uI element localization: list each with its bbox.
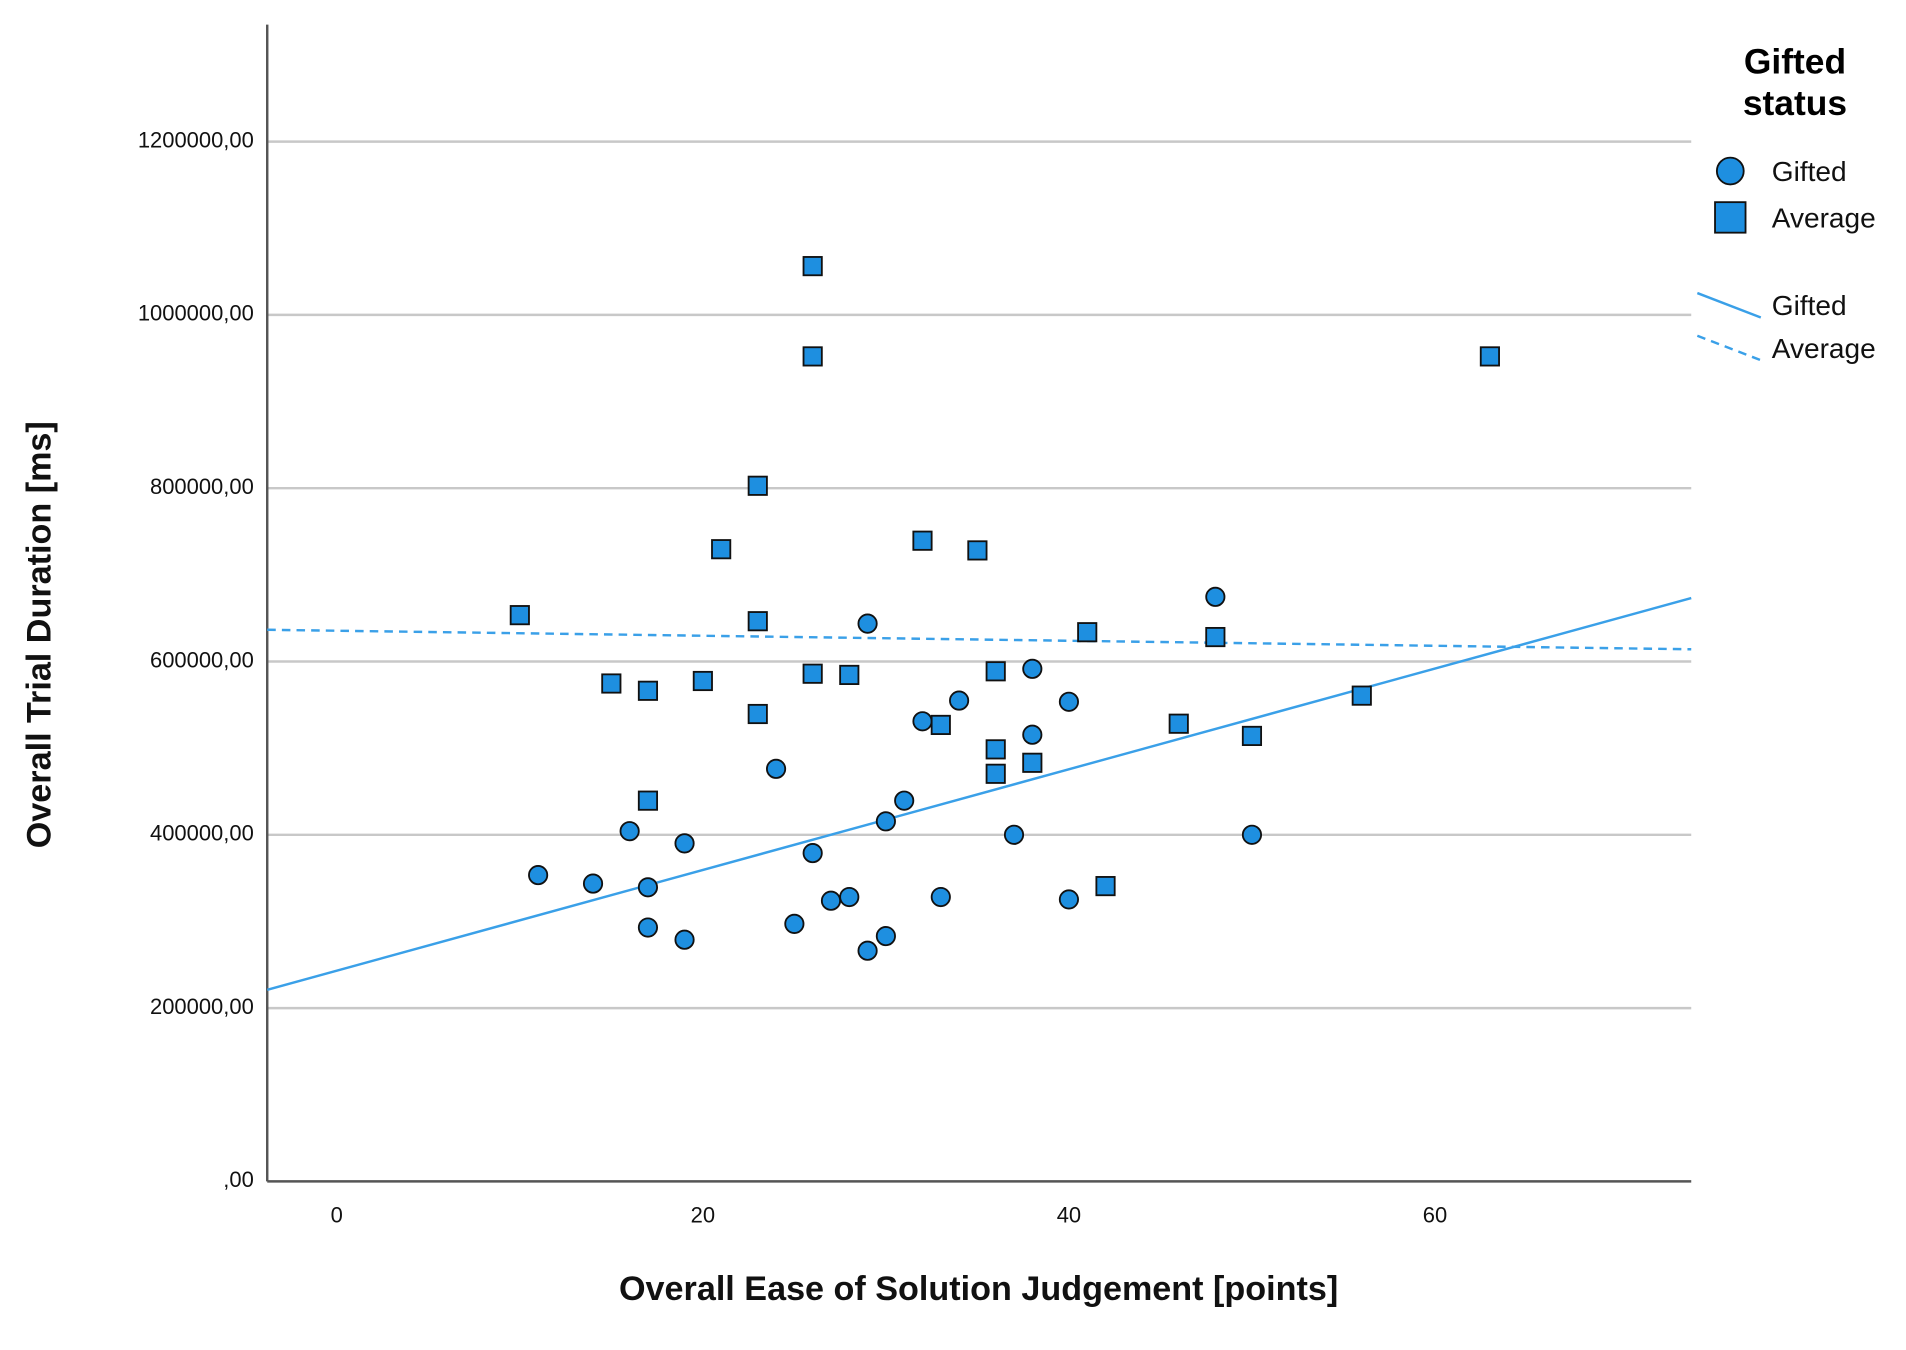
point: [528, 865, 549, 886]
point: [967, 540, 988, 561]
point: [711, 539, 732, 560]
point: [820, 890, 842, 911]
point: [674, 833, 695, 854]
legend-label: Gifted: [1772, 156, 1847, 187]
x-tick-label: 20: [691, 1203, 715, 1228]
legend-label: Gifted: [1772, 290, 1847, 321]
point: [637, 680, 659, 701]
point: [1168, 713, 1189, 734]
point: [894, 790, 915, 811]
point: [875, 926, 896, 947]
point: [637, 790, 659, 811]
y-tick-label: 200000,00: [150, 994, 254, 1019]
point: [1479, 346, 1500, 367]
x-tick-label: 60: [1423, 1203, 1447, 1228]
legend-marker: [1714, 201, 1747, 234]
legend-marker: [1715, 156, 1745, 186]
point: [765, 758, 787, 779]
point: [1095, 876, 1116, 897]
point: [912, 530, 933, 551]
point: [875, 811, 896, 832]
point: [839, 664, 860, 685]
legend-title: Gifted status: [1742, 42, 1848, 124]
fit-line: [266, 596, 1692, 991]
y-tick-label: 800000,00: [150, 474, 254, 499]
point: [1205, 626, 1226, 648]
y-tick-label: 1000000,00: [138, 301, 254, 326]
point: [930, 886, 951, 908]
y-tick-label: ,00: [223, 1167, 254, 1192]
point: [1241, 824, 1263, 845]
point: [1058, 691, 1079, 712]
y-axis-title: Overall Trial Duration [ms]: [21, 421, 59, 848]
point: [601, 673, 622, 694]
point: [985, 739, 1006, 760]
point: [1077, 622, 1098, 643]
legend-title-box: Gifted status: [1742, 42, 1848, 124]
legend-label: Average: [1772, 333, 1876, 364]
point: [1022, 752, 1043, 773]
point: [949, 690, 970, 711]
point: [985, 661, 1006, 682]
point: [930, 714, 951, 735]
y-tick-label: 400000,00: [150, 821, 254, 846]
y-tick-label: 600000,00: [150, 647, 254, 672]
point: [747, 611, 768, 632]
x-tick-label: 40: [1057, 1203, 1081, 1228]
point: [802, 256, 823, 277]
point: [637, 877, 659, 898]
point: [582, 873, 604, 894]
x-tick-label: 0: [331, 1203, 343, 1228]
point: [1241, 725, 1263, 746]
point: [1058, 889, 1079, 910]
legend-label: Average: [1772, 202, 1876, 233]
point: [692, 670, 713, 692]
point: [802, 843, 823, 864]
point: [784, 913, 805, 934]
point: [1022, 658, 1043, 679]
point: [1003, 824, 1025, 845]
point: [1022, 724, 1043, 745]
y-tick-label: 1200000,00: [138, 127, 254, 152]
x-axis-title: Overall Ease of Solution Judgement [poin…: [619, 1270, 1338, 1308]
point: [802, 663, 823, 684]
point: [674, 929, 695, 950]
point: [802, 346, 823, 367]
point: [637, 917, 659, 938]
legend-line: [1696, 291, 1762, 319]
point: [985, 763, 1006, 784]
point: [839, 886, 860, 908]
point: [747, 703, 768, 725]
point: [857, 940, 878, 961]
point: [619, 821, 640, 842]
point: [1205, 586, 1226, 607]
legend-line: [1696, 334, 1762, 362]
point: [509, 605, 530, 626]
point: [912, 711, 933, 732]
point: [747, 475, 768, 496]
fit-line: [267, 628, 1692, 651]
point: [857, 613, 878, 634]
point: [1351, 685, 1372, 706]
